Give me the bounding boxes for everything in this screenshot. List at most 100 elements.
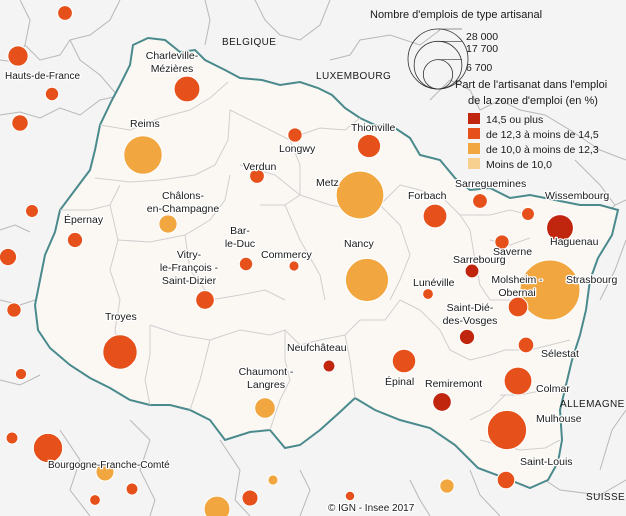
legend-size-label-2: 17 700 xyxy=(466,43,498,55)
zone-label-longwy: Longwy xyxy=(279,143,316,155)
bubble-molsheim-obernai xyxy=(507,296,529,318)
outside-bubble xyxy=(7,45,29,67)
bubble-neufchateau xyxy=(322,359,336,373)
bubble-reims xyxy=(123,135,163,175)
bubble-verdun xyxy=(249,168,265,184)
bubble-bar-le-duc xyxy=(238,256,254,272)
bubble-wissembourg xyxy=(521,207,535,221)
bubble-colmar xyxy=(503,366,533,396)
zone-label-vitry-saint-dizier: Vitry-le-François -Saint-Dizier xyxy=(160,249,219,287)
bubble-epernay xyxy=(66,231,84,249)
bubble-metz xyxy=(335,170,385,220)
legend-size-label-1: 28 000 xyxy=(466,31,498,43)
outside-bubble xyxy=(14,367,28,381)
outside-bubbles xyxy=(0,5,455,516)
bubble-saint-die-des-vosges xyxy=(458,328,476,346)
zone-label-molsheim-obernai: Molsheim -Obernai xyxy=(491,274,543,299)
zone-label-remiremont: Remiremont xyxy=(425,378,482,390)
legend-class-4: Moins de 10,0 xyxy=(486,159,552,171)
zone-label-chalons-en-champagne: Châlons-en-Champagne xyxy=(147,190,220,215)
zone-label-epinal: Épinal xyxy=(385,375,414,388)
bubble-epinal xyxy=(391,348,417,374)
bubble-mulhouse xyxy=(486,409,528,451)
outside-bubble xyxy=(89,494,101,506)
zone-label-nancy: Nancy xyxy=(344,238,375,250)
bubble-troyes xyxy=(102,334,138,370)
zone-label-saverne: Saverne xyxy=(493,246,532,258)
outside-bubble xyxy=(125,482,139,496)
outside-bubble xyxy=(32,432,64,464)
bubble-sarrebourg xyxy=(464,263,480,279)
country-label-belgique: BELGIQUE xyxy=(222,37,276,48)
legend-swatch-2 xyxy=(468,128,480,139)
legend-class-2: de 12,3 à moins de 14,5 xyxy=(486,129,599,141)
zone-label-metz: Metz xyxy=(316,177,339,189)
outside-bubble xyxy=(95,462,115,482)
bubble-saverne xyxy=(494,234,510,250)
legend-size-title: Nombre d'emplois de type artisanal xyxy=(370,9,542,21)
bubble-selestat xyxy=(517,336,535,354)
outside-bubble xyxy=(25,204,39,218)
zone-bubbles xyxy=(66,75,581,490)
bubble-commercy xyxy=(288,260,300,272)
bubble-nancy xyxy=(344,257,390,303)
zone-label-luneville: Lunéville xyxy=(413,277,455,289)
zone-labels: Charleville-Mézières Reims Longwy Thionv… xyxy=(63,49,619,470)
zone-label-epernay: Épernay xyxy=(64,213,104,226)
legend: Nombre d'emplois de type artisanal 28 00… xyxy=(370,9,607,171)
zone-label-reims: Reims xyxy=(130,118,160,130)
country-label-suisse: SUISSE xyxy=(586,492,625,503)
zone-label-sarreguemines: Sarreguemines xyxy=(455,178,526,190)
zone-label-neufchateau: Neufchâteau xyxy=(287,342,347,354)
bubble-vitry-le-francois-saint-dizier xyxy=(195,290,215,310)
zone-label-strasbourg: Strasbourg xyxy=(566,274,618,286)
bubble-longwy xyxy=(287,127,303,143)
outside-bubble xyxy=(11,114,29,132)
outside-bubble xyxy=(44,86,60,102)
legend-size-label-3: 6 700 xyxy=(466,62,492,74)
legend-color-title-2: de la zone d'emploi (en %) xyxy=(468,95,598,107)
grand-est-region xyxy=(33,36,620,490)
legend-size-circles xyxy=(407,28,469,90)
legend-class-1: 14,5 ou plus xyxy=(486,114,543,126)
bubble-sarreguemines xyxy=(472,193,488,209)
outside-bubble xyxy=(57,5,73,21)
credit: © IGN - Insee 2017 xyxy=(328,503,415,514)
legend-swatch-3 xyxy=(468,143,480,154)
region-label-hauts-de-france: Hauts-de-France xyxy=(5,71,80,82)
zone-label-chaumont-langres: Chaumont -Langres xyxy=(239,366,294,391)
bubble-chalons-en-champagne xyxy=(158,214,178,234)
bubble-charleville-mezieres xyxy=(173,75,201,103)
outside-bubble xyxy=(203,495,231,516)
outside-bubble xyxy=(267,474,279,486)
bubble-remiremont xyxy=(432,392,452,412)
zone-label-forbach: Forbach xyxy=(408,190,447,202)
outside-bubble xyxy=(5,431,19,445)
zone-label-colmar: Colmar xyxy=(536,383,570,395)
bubble-forbach xyxy=(422,203,448,229)
zone-label-bar-le-duc: Bar-le-Duc xyxy=(225,225,255,250)
zone-label-saint-louis: Saint-Louis xyxy=(520,456,573,468)
zone-label-charleville-mezieres: Charleville-Mézières xyxy=(146,50,199,75)
bubble-chaumont-langres xyxy=(254,397,276,419)
outside-bubble xyxy=(6,302,22,318)
zone-label-troyes: Troyes xyxy=(105,311,137,323)
zone-label-saint-die: Saint-Dié-des-Vosges xyxy=(443,302,498,327)
zone-label-commercy: Commercy xyxy=(261,249,313,261)
outside-bubble xyxy=(0,247,18,267)
zone-label-thionville: Thionville xyxy=(351,122,396,134)
bubble-luneville xyxy=(422,288,434,300)
bubble-haguenau xyxy=(546,214,574,242)
bubble-strasbourg xyxy=(519,259,581,321)
country-label-allemagne: ALLEMAGNE xyxy=(560,399,625,410)
zone-label-haguenau: Haguenau xyxy=(550,236,599,248)
zone-label-wissembourg: Wissembourg xyxy=(545,190,609,202)
country-label-luxembourg: LUXEMBOURG xyxy=(316,71,391,82)
outside-bubble xyxy=(439,478,455,494)
zone-label-sarrebourg: Sarrebourg xyxy=(453,254,506,266)
region-label-bourgogne-franche-comte: Bourgogne-Franche-Comté xyxy=(48,460,170,471)
zone-label-selestat: Sélestat xyxy=(541,348,579,360)
zone-label-mulhouse: Mulhouse xyxy=(536,413,582,425)
bubble-saint-louis xyxy=(496,470,516,490)
